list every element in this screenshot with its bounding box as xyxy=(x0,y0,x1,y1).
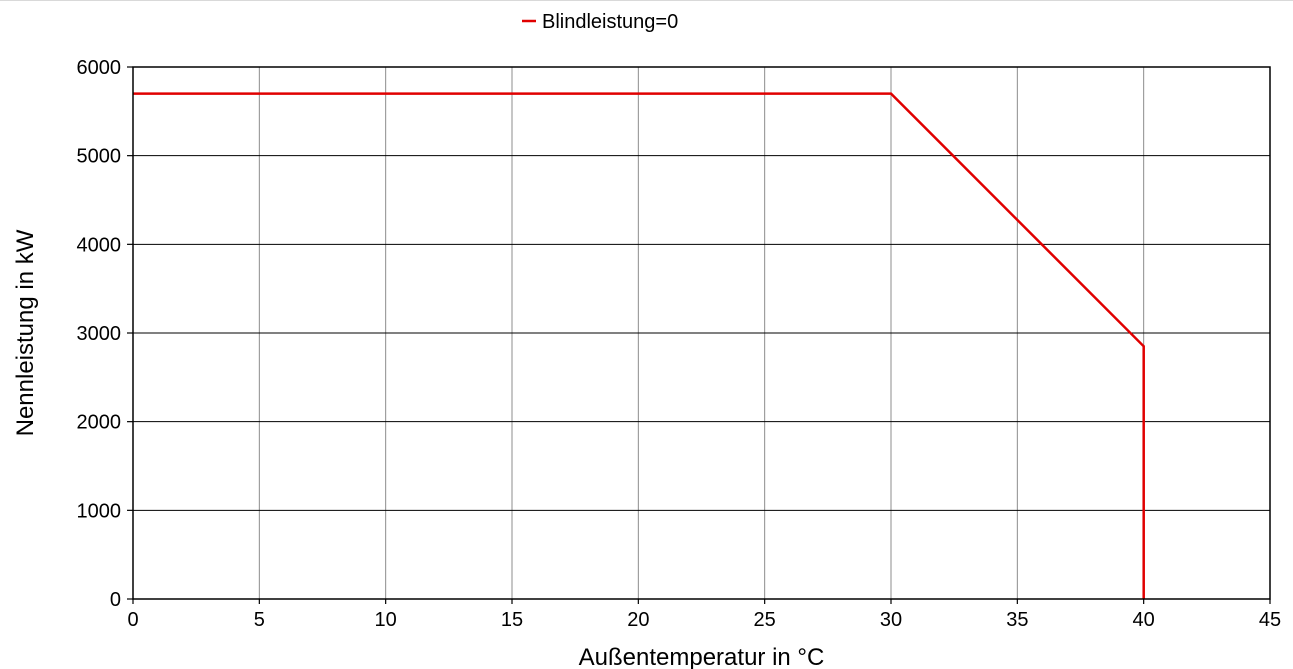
y-axis-title: Nennleistung in kW xyxy=(12,229,39,436)
legend: Blindleistung=0 xyxy=(522,11,678,33)
legend-label: Blindleistung=0 xyxy=(542,11,678,33)
x-tick-label: 20 xyxy=(627,609,649,631)
y-tick-label: 5000 xyxy=(77,146,122,168)
x-tick-label: 15 xyxy=(501,609,523,631)
x-tick-label: 35 xyxy=(1006,609,1028,631)
tick-labels: 0 5 10 15 20 25 30 35 40 45 0 1000 2000 3000 4000 5000 6… xyxy=(77,57,1282,631)
y-tick-label: 3000 xyxy=(77,323,122,345)
y-tick-label: 6000 xyxy=(77,57,122,79)
x-tick-label: 10 xyxy=(375,609,397,631)
x-tick-label: 30 xyxy=(880,609,902,631)
y-tick-label: 4000 xyxy=(77,234,122,256)
x-tick-label: 45 xyxy=(1259,609,1281,631)
x-axis-title: Außentemperatur in °C xyxy=(579,644,825,669)
y-tick-label: 2000 xyxy=(77,412,122,434)
grid-lines xyxy=(133,67,1270,599)
y-tick-label: 1000 xyxy=(77,500,122,522)
series-line xyxy=(133,92,1145,599)
x-tick-label: 40 xyxy=(1133,609,1155,631)
y-tick-label: 0 xyxy=(110,589,121,611)
series-lines xyxy=(133,92,1145,599)
x-tick-label: 0 xyxy=(127,609,138,631)
x-tick-label: 5 xyxy=(254,609,265,631)
x-tick-label: 25 xyxy=(754,609,776,631)
